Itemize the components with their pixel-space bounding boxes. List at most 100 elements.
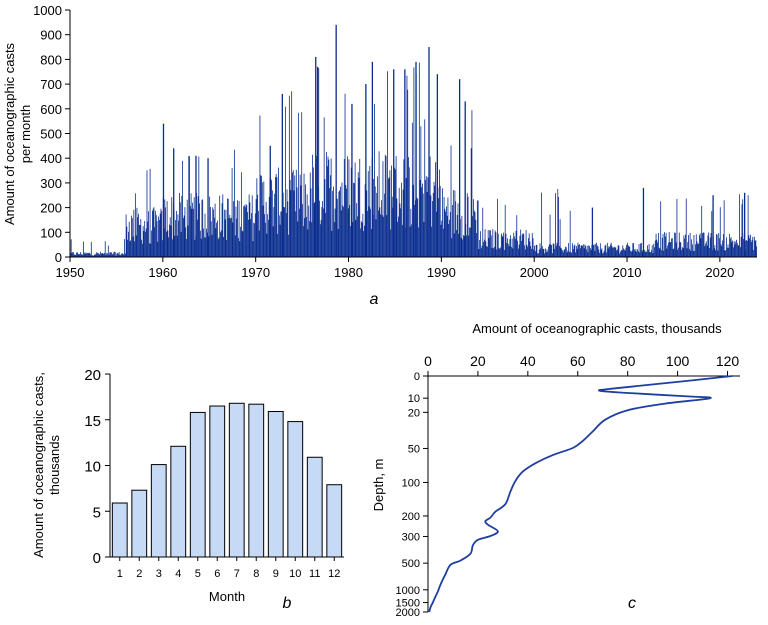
panel-a-bar <box>478 248 480 257</box>
panel-a-bar <box>568 243 570 257</box>
panel-a-bar <box>240 226 242 257</box>
panel-a-bar <box>678 247 679 257</box>
panel-a-bar <box>158 219 160 257</box>
panel-a-bar <box>608 246 610 257</box>
panel-a-bar <box>100 253 102 257</box>
panel-a-bar <box>137 217 139 257</box>
panel-a-bar <box>590 249 592 257</box>
panel-a-bar <box>219 195 221 257</box>
panel-a-bar <box>425 176 427 257</box>
panel-a-bar <box>416 197 418 257</box>
panel-a-bar <box>701 205 703 257</box>
panel-b-bar-month-9 <box>267 411 284 558</box>
panel-a-bar <box>702 233 703 257</box>
panel-a-bar <box>100 251 101 257</box>
panel-c-y-tick-label-7: 500 <box>402 558 420 570</box>
panel-a-bar <box>630 251 632 257</box>
panel-a-bar <box>507 238 508 257</box>
panel-a-bar <box>700 238 702 257</box>
panel-a-bar <box>432 200 433 257</box>
panel-a-bar <box>746 239 747 257</box>
panel-a-bar <box>104 241 106 257</box>
panel-a-bar <box>668 242 669 257</box>
panel-a-bar <box>572 243 573 257</box>
panel-a-bar <box>279 224 281 257</box>
panel-a-bar <box>434 185 436 257</box>
panel-a-bar <box>739 247 741 257</box>
panel-a-bar <box>401 224 403 257</box>
panel-a-bar <box>753 249 754 257</box>
panel-a-bar <box>124 239 125 257</box>
panel-a-bar <box>671 238 672 257</box>
panel-a-bar <box>182 160 183 257</box>
panel-a-bar <box>426 192 428 257</box>
panel-a-bar <box>227 198 228 257</box>
panel-a-bar <box>275 174 277 257</box>
panel-a-bar <box>165 207 166 257</box>
panel-a-bar <box>441 220 443 257</box>
panel-a-bar <box>168 237 170 257</box>
panel-a-bar <box>171 197 173 257</box>
panel-a-bar <box>261 175 262 257</box>
panel-a-bar <box>116 253 118 257</box>
panel-c-x-label: Amount of oceanographic casts, thousands <box>472 321 722 336</box>
panel-a-y-tick-label-4: 400 <box>40 151 62 166</box>
panel-b-x-tick-label-9: 10 <box>289 568 301 580</box>
panel-a-bar <box>294 175 296 257</box>
panel-a-bar <box>480 248 482 257</box>
panel-a-bar <box>456 229 457 257</box>
panel-a-bar <box>734 244 736 257</box>
panel-a-bar <box>251 213 252 257</box>
panel-a-bar <box>703 232 705 257</box>
panel-a-bar <box>188 155 190 257</box>
panel-a-bar <box>259 115 261 258</box>
panel-a-bar <box>595 243 597 257</box>
panel-a-bar <box>488 237 490 257</box>
panel-a-bar <box>184 207 186 257</box>
panel-a-bar <box>461 215 463 257</box>
panel-a-bar <box>564 249 566 257</box>
panel-a-bar <box>713 248 715 257</box>
panel-a-bar <box>521 234 523 257</box>
panel-b-y-label-line-1: Amount of oceanographic casts, <box>31 372 46 558</box>
panel-a-bar <box>439 185 441 257</box>
panel-a-bar <box>526 244 528 257</box>
panel-a-peak-bar-10 <box>365 84 367 257</box>
panel-a-bar <box>435 162 436 257</box>
panel-a-bar <box>225 209 227 257</box>
panel-a-bar <box>182 218 184 257</box>
panel-a-bar <box>304 218 306 257</box>
panel-a-bar <box>666 248 668 257</box>
panel-a-bar <box>648 243 650 257</box>
panel-a-bar <box>276 177 278 257</box>
panel-a-bar <box>719 238 720 257</box>
panel-a-bar <box>75 254 77 257</box>
panel-a-bar <box>599 252 600 257</box>
panel-a-bar <box>640 243 641 257</box>
panel-a-bar <box>237 238 239 257</box>
panel-a-bar <box>490 230 491 257</box>
panel-a-bar <box>664 232 665 257</box>
panel-a-bar <box>556 242 558 257</box>
panel-a-bar <box>596 245 598 257</box>
panel-a-bar <box>169 224 170 257</box>
panel-a-bar <box>641 250 643 257</box>
panel-a-bar <box>391 196 393 257</box>
panel-a-bar <box>242 231 244 257</box>
panel-a-bar <box>382 161 384 257</box>
panel-a-bar <box>384 193 385 257</box>
panel-b-x-label: Month <box>209 589 245 604</box>
panel-a-bar <box>667 245 669 257</box>
panel-a-bar <box>623 248 624 257</box>
panel-a-bar <box>527 246 529 257</box>
panel-a-bar <box>367 171 369 257</box>
panel-a-bar <box>660 201 662 257</box>
panel-a-bar <box>558 245 560 257</box>
panel-a-bar <box>87 253 89 257</box>
panel-a-bar <box>546 249 548 257</box>
panel-a-bar <box>381 215 383 257</box>
panel-a-bar <box>549 214 551 257</box>
panel-a-bar <box>704 246 706 257</box>
